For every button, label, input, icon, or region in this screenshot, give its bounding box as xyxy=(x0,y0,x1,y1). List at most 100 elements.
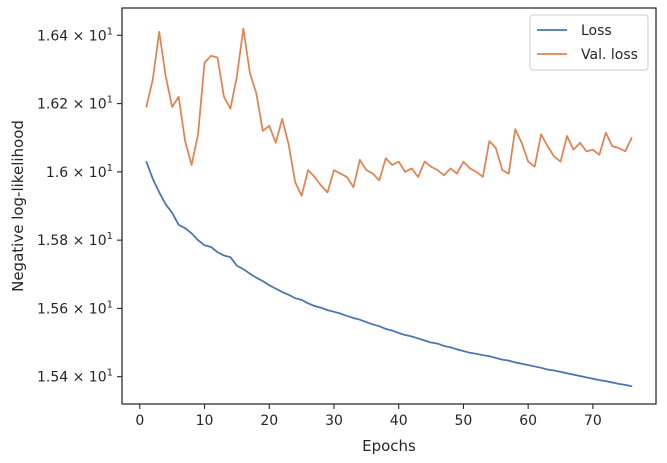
data-point-loss xyxy=(482,354,484,356)
data-point-val-loss xyxy=(223,96,225,98)
data-point-val-loss xyxy=(508,172,510,175)
data-point-val-loss xyxy=(216,56,219,59)
data-point-loss xyxy=(559,371,562,373)
data-point-val-loss xyxy=(398,161,400,163)
data-point-loss xyxy=(339,312,342,315)
x-tick-label: 20 xyxy=(260,413,278,429)
legend-label-loss: Loss xyxy=(581,23,612,39)
data-point-val-loss xyxy=(585,150,588,152)
data-point-val-loss xyxy=(521,142,523,144)
data-point-val-loss xyxy=(592,149,594,151)
data-point-val-loss xyxy=(598,154,600,156)
data-point-val-loss xyxy=(288,143,290,146)
data-point-loss xyxy=(598,379,600,381)
data-point-loss xyxy=(320,307,322,309)
data-point-loss xyxy=(579,375,581,377)
x-tick-label: 30 xyxy=(325,413,343,429)
y-tick-label: 1.62 × 101 xyxy=(37,95,113,113)
data-point-val-loss xyxy=(534,166,536,168)
x-tick-label: 60 xyxy=(519,413,537,429)
data-point-loss xyxy=(262,280,264,282)
data-point-loss xyxy=(242,268,244,270)
data-point-val-loss xyxy=(301,195,303,197)
data-point-val-loss xyxy=(488,140,490,142)
x-tick-label: 0 xyxy=(135,413,144,429)
data-point-loss xyxy=(210,246,212,248)
data-point-loss xyxy=(398,332,400,334)
data-point-loss xyxy=(145,161,147,163)
data-point-loss xyxy=(236,265,238,267)
data-point-loss xyxy=(249,272,251,275)
data-point-loss xyxy=(352,317,354,319)
data-point-loss xyxy=(288,294,290,296)
data-point-val-loss xyxy=(307,169,309,171)
data-point-val-loss xyxy=(326,191,329,193)
data-point-val-loss xyxy=(566,135,568,137)
data-point-loss xyxy=(495,357,497,359)
data-point-loss xyxy=(424,339,426,342)
data-point-val-loss xyxy=(514,128,516,130)
data-point-loss xyxy=(527,364,529,366)
data-point-loss xyxy=(178,224,180,226)
data-point-val-loss xyxy=(359,159,361,161)
data-point-val-loss xyxy=(242,27,244,30)
data-point-loss xyxy=(456,348,458,350)
data-point-loss xyxy=(372,323,374,326)
data-point-val-loss xyxy=(171,106,173,108)
data-point-val-loss xyxy=(624,150,626,152)
data-point-loss xyxy=(275,288,277,290)
data-point-val-loss xyxy=(197,133,199,135)
data-point-val-loss xyxy=(579,142,581,144)
data-point-val-loss xyxy=(145,106,147,108)
data-point-loss xyxy=(631,385,633,387)
data-point-val-loss xyxy=(190,164,193,166)
data-point-val-loss xyxy=(404,171,406,173)
data-point-loss xyxy=(508,360,510,362)
data-point-loss xyxy=(378,325,380,327)
data-point-val-loss xyxy=(572,149,575,151)
data-point-loss xyxy=(152,178,154,180)
data-point-val-loss xyxy=(210,55,212,57)
data-point-loss xyxy=(281,291,283,293)
data-point-loss xyxy=(197,239,199,241)
data-point-val-loss xyxy=(372,172,374,175)
data-point-val-loss xyxy=(527,161,529,163)
data-point-val-loss xyxy=(443,174,445,176)
x-tick-label: 40 xyxy=(390,413,408,429)
data-point-loss xyxy=(514,361,516,363)
data-point-val-loss xyxy=(559,161,562,163)
data-point-loss xyxy=(572,374,575,376)
data-point-val-loss xyxy=(462,161,465,163)
data-point-loss xyxy=(203,244,206,246)
data-point-loss xyxy=(605,380,607,382)
data-point-loss xyxy=(294,297,296,299)
data-point-loss xyxy=(469,352,471,354)
data-point-val-loss xyxy=(249,72,251,74)
y-tick-label: 1.54 × 101 xyxy=(37,368,113,386)
data-point-loss xyxy=(216,251,219,253)
legend: Loss Val. loss xyxy=(529,14,649,71)
data-point-loss xyxy=(365,321,367,323)
data-point-loss xyxy=(449,346,452,348)
data-point-loss xyxy=(171,212,173,214)
data-point-val-loss xyxy=(346,176,348,178)
y-tick-label: 1.6 × 101 xyxy=(46,163,113,181)
data-point-val-loss xyxy=(229,108,232,110)
data-point-loss xyxy=(566,372,568,374)
data-point-loss xyxy=(165,203,167,205)
plot-frame xyxy=(121,7,657,405)
data-point-val-loss xyxy=(236,75,238,77)
data-point-loss xyxy=(268,284,270,286)
data-point-val-loss xyxy=(546,145,549,147)
data-point-loss xyxy=(301,299,303,301)
data-point-val-loss xyxy=(631,137,633,139)
data-point-val-loss xyxy=(411,167,413,170)
data-point-loss xyxy=(462,350,465,352)
data-point-loss xyxy=(223,254,225,257)
data-point-loss xyxy=(346,315,348,317)
data-point-loss xyxy=(443,345,445,347)
data-point-loss xyxy=(404,334,406,336)
data-point-loss xyxy=(546,368,549,371)
data-point-val-loss xyxy=(436,169,439,171)
data-point-loss xyxy=(611,381,613,384)
